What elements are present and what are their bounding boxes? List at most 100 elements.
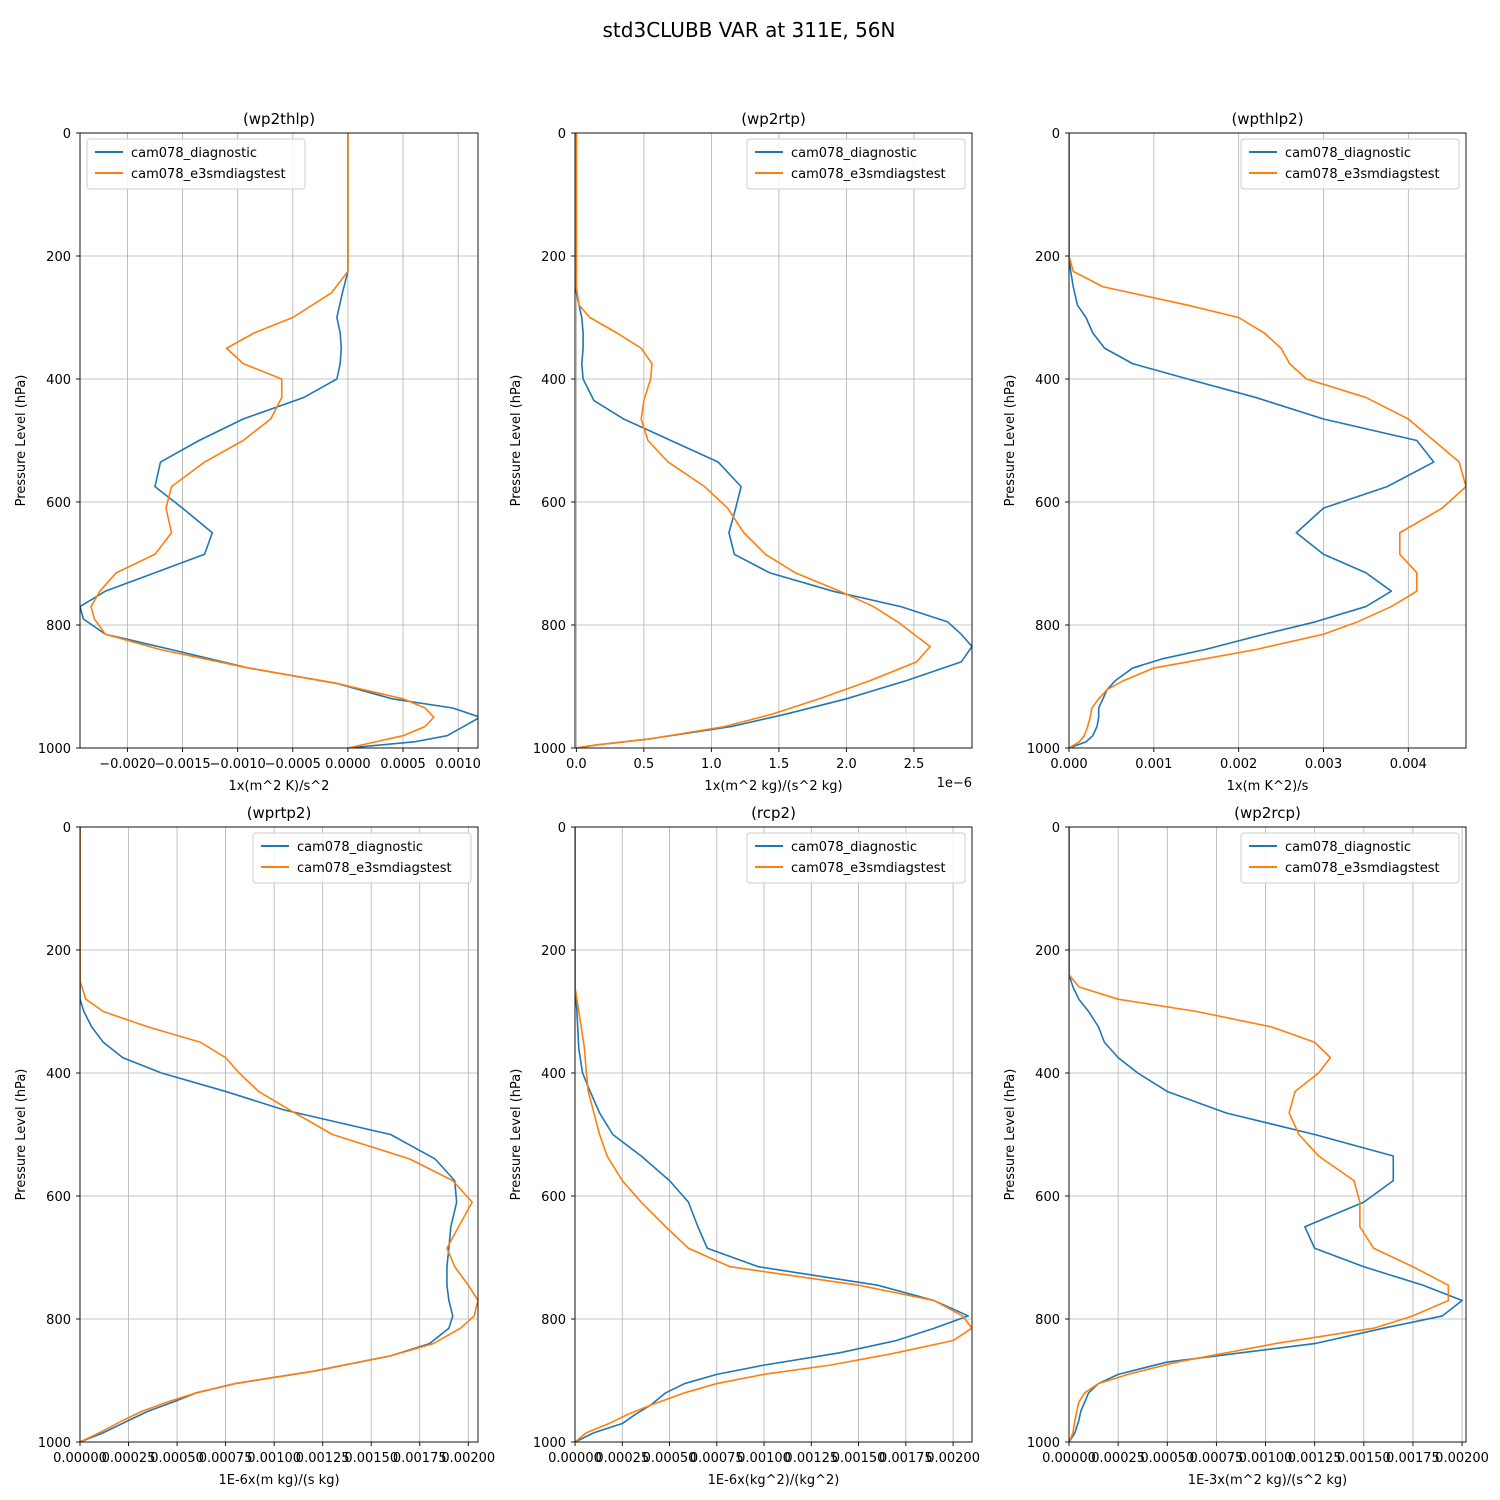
y-tick-label: 1000 (38, 742, 71, 757)
x-axis-label: 1E-3x(m^2 kg)/(s^2 kg) (1188, 1473, 1347, 1488)
x-tick-label: 0.00125 (1288, 1451, 1342, 1466)
x-tick-label: 0.00050 (150, 1451, 204, 1466)
x-tick-label: 0.00000 (1042, 1451, 1096, 1466)
chart-panel-4: 0.000000.000250.000500.000750.001000.001… (14, 804, 495, 1488)
x-tick-label: 0.00075 (199, 1451, 253, 1466)
y-tick-label: 800 (1035, 1313, 1060, 1328)
y-tick-label: 200 (541, 944, 566, 959)
y-tick-label: 1000 (533, 1436, 566, 1451)
panel-title: (wp2rtp) (741, 110, 806, 128)
y-tick-label: 800 (46, 1313, 71, 1328)
y-tick-label: 800 (1035, 619, 1060, 634)
legend-box (252, 832, 472, 884)
series-line-cam078_diagnostic (575, 133, 972, 748)
x-tick-label: 0.00125 (296, 1451, 350, 1466)
legend-box (1240, 832, 1460, 884)
y-tick-label: 1000 (533, 742, 566, 757)
x-tick-label: 0.003 (1305, 757, 1342, 772)
y-axis-label: Pressure Level (hPa) (509, 1069, 524, 1201)
series-line-cam078_e3smdiagstest (90, 133, 435, 748)
x-tick-label: 0.00150 (344, 1451, 398, 1466)
x-tick-label: 0.0005 (380, 757, 426, 772)
x-tick-label: 0.00025 (102, 1451, 156, 1466)
y-axis-label: Pressure Level (hPa) (509, 375, 524, 507)
figure-title: std3CLUBB VAR at 311E, 56N (603, 18, 896, 42)
x-tick-label: 0.00000 (548, 1451, 602, 1466)
x-tick-label: 0.00200 (926, 1451, 980, 1466)
chart-panel-3: 0.000 0.001 0.002 0.003 0.004 0 200 400 600 800 10… (1003, 110, 1467, 794)
panel-title: (wp2thlp) (243, 110, 315, 128)
series-line-cam078_e3smdiagstest (575, 133, 931, 748)
y-tick-label: 1000 (1027, 742, 1060, 757)
series-line-cam078_diagnostic (1069, 133, 1435, 748)
legend-label: cam078_diagnostic (1285, 840, 1411, 855)
y-tick-label: 400 (541, 1067, 566, 1082)
x-tick-label: 0.00150 (832, 1451, 886, 1466)
panel-title: (wpthlp2) (1231, 110, 1303, 128)
y-tick-label: 400 (46, 1067, 71, 1082)
x-tick-label: 0.00100 (1239, 1451, 1293, 1466)
y-tick-label: 600 (541, 496, 566, 511)
legend-label: cam078_diagnostic (131, 146, 257, 161)
axes-frame (574, 132, 973, 749)
legend-box (746, 832, 966, 884)
y-tick-label: 200 (541, 250, 566, 265)
legend: cam078_diagnostic cam078_e3smdiagstest (252, 832, 472, 884)
x-axis-label: 1x(m K^2)/s (1227, 779, 1309, 794)
x-tick-label: 0.00150 (1337, 1451, 1391, 1466)
panels-group: −0.0020−0.0015−0.0010−0.0005 0.0000 0.0005… (14, 110, 1489, 1488)
y-tick-label: 600 (541, 1190, 566, 1205)
y-tick-label: 400 (541, 373, 566, 388)
y-axis-label: Pressure Level (hPa) (14, 375, 29, 507)
legend-label: cam078_e3smdiagstest (791, 861, 946, 876)
y-axis-label: Pressure Level (hPa) (14, 1069, 29, 1201)
panel-title: (wprtp2) (247, 804, 312, 822)
x-tick-label: 0.00175 (393, 1451, 447, 1466)
y-tick-label: 800 (46, 619, 71, 634)
x-tick-label: 0.000 (1050, 757, 1087, 772)
x-tick-label: 2.5 (904, 757, 925, 772)
x-tick-label: 0.00050 (1140, 1451, 1194, 1466)
legend-label: cam078_e3smdiagstest (1285, 167, 1440, 182)
series-line-cam078_e3smdiagstest (80, 827, 478, 1442)
legend-label: cam078_diagnostic (791, 146, 917, 161)
y-tick-label: 800 (541, 619, 566, 634)
legend-label: cam078_diagnostic (297, 840, 423, 855)
y-tick-label: 0 (1052, 127, 1060, 142)
x-offset-text: 1e−6 (937, 776, 972, 791)
legend-label: cam078_diagnostic (791, 840, 917, 855)
x-tick-label: 0.00000 (53, 1451, 107, 1466)
legend: cam078_diagnostic cam078_e3smdiagstest (746, 138, 966, 190)
x-tick-label: 0.5 (634, 757, 655, 772)
x-tick-label: 0.00100 (737, 1451, 791, 1466)
legend-label: cam078_diagnostic (1285, 146, 1411, 161)
x-tick-label: 0.0010 (435, 757, 481, 772)
x-tick-label: 0.00050 (643, 1451, 697, 1466)
y-tick-label: 200 (1035, 250, 1060, 265)
axes-frame (1068, 132, 1467, 749)
x-tick-label: 0.00025 (595, 1451, 649, 1466)
x-tick-label: 0.00025 (1091, 1451, 1145, 1466)
x-tick-label: 0.00200 (1435, 1451, 1489, 1466)
series-line-cam078_diagnostic (575, 827, 970, 1442)
series-line-cam078_diagnostic (80, 133, 478, 748)
axes-frame (1068, 826, 1467, 1443)
axes-frame (79, 826, 479, 1443)
x-tick-label: 0.00175 (1386, 1451, 1440, 1466)
x-tick-label: 0.0 (566, 757, 587, 772)
chart-panel-6: 0.000000.000250.000500.000750.001000.001… (1003, 804, 1489, 1488)
y-tick-label: 0 (63, 127, 71, 142)
legend-box (1240, 138, 1460, 190)
x-tick-label: 0.00075 (690, 1451, 744, 1466)
y-tick-label: 600 (46, 1190, 71, 1205)
series-line-cam078_e3smdiagstest (1069, 827, 1450, 1442)
x-tick-label: 1.5 (769, 757, 790, 772)
x-tick-label: −0.0010 (209, 757, 265, 772)
y-tick-label: 0 (63, 821, 71, 836)
x-tick-label: 0.001 (1135, 757, 1172, 772)
x-tick-label: 0.002 (1220, 757, 1257, 772)
y-tick-label: 0 (558, 127, 566, 142)
